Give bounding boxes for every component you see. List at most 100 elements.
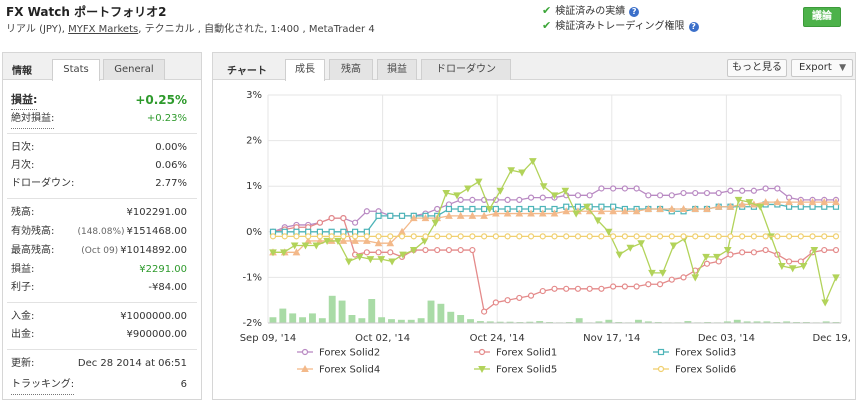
volume-bar	[368, 299, 376, 323]
point	[586, 233, 593, 240]
export-dropdown[interactable]: Export ▼	[791, 59, 853, 77]
point	[610, 283, 617, 290]
volume-bar	[348, 315, 356, 323]
point	[668, 276, 675, 283]
account-details: , テクニカル , 自動化された, 1:400 , MetaTrader 4	[138, 24, 375, 35]
point	[504, 297, 511, 304]
point	[355, 253, 364, 261]
point	[574, 285, 582, 292]
legend-item[interactable]: Forex Solid6	[653, 365, 736, 376]
stat-value: 2.77%	[155, 178, 187, 189]
point	[774, 233, 781, 240]
point	[762, 233, 769, 240]
legend-item[interactable]: Forex Solid3	[653, 348, 736, 359]
point	[645, 281, 652, 288]
legend-item[interactable]: Forex Solid2	[297, 348, 380, 359]
point	[516, 196, 523, 203]
point	[421, 214, 430, 222]
point	[723, 247, 732, 255]
point	[593, 217, 602, 225]
point	[457, 233, 464, 240]
stat-interest: 利子: -¥84.00	[11, 279, 187, 297]
point	[574, 192, 582, 199]
point	[762, 185, 769, 192]
stat-key[interactable]: 損益:	[11, 91, 38, 110]
point	[562, 207, 571, 215]
point	[832, 198, 840, 206]
volume-bar	[289, 313, 297, 323]
stat-key[interactable]: 絶対損益:	[11, 110, 55, 129]
tab-growth[interactable]: 成長	[285, 59, 325, 81]
point	[527, 194, 535, 201]
growth-chart[interactable]: 3% 2% 1% 0% -1% -2% Sep 09, '14 Oct 02, '14 Oct …	[213, 81, 855, 399]
tab-balance[interactable]: 残高	[329, 59, 373, 80]
point	[645, 192, 652, 199]
stat-note: (148.08%)	[77, 227, 125, 237]
point	[561, 187, 570, 195]
point	[539, 183, 548, 191]
point	[832, 274, 840, 282]
point	[481, 205, 488, 213]
broker-link[interactable]: MYFX Markets	[68, 24, 139, 35]
point	[442, 190, 451, 198]
stat-key[interactable]: トラッキング:	[11, 376, 75, 395]
point	[773, 198, 782, 206]
point	[756, 203, 765, 211]
point	[633, 283, 640, 290]
stat-value: ¥1000000.00	[120, 311, 187, 322]
divider	[7, 198, 197, 199]
point	[527, 233, 535, 240]
volume-bar	[476, 321, 484, 323]
tab-general[interactable]: General	[103, 59, 165, 80]
point	[386, 239, 395, 247]
volume-bar	[309, 313, 316, 323]
point	[715, 233, 722, 240]
point	[293, 233, 300, 240]
point	[279, 249, 288, 257]
header: FX Watch ポートフォリオ2 リアル (JPY), MYFX Market…	[0, 0, 857, 48]
point	[572, 210, 580, 218]
point	[610, 185, 617, 192]
point	[551, 233, 558, 240]
point	[669, 242, 678, 250]
point	[375, 233, 382, 240]
chart-label: チャート	[227, 66, 267, 77]
volume-bar	[269, 317, 277, 323]
account-type: リアル (JPY),	[6, 24, 69, 35]
stat-value: -¥84.00	[148, 282, 187, 293]
tab-profit[interactable]: 損益	[377, 59, 417, 80]
volume-bar	[526, 321, 534, 323]
y-tick-label: 2%	[246, 136, 262, 147]
point	[761, 198, 770, 206]
help-icon[interactable]: ?	[629, 7, 640, 17]
legend-item[interactable]: Forex Solid4	[297, 365, 380, 376]
volume-bar	[635, 319, 642, 323]
point	[667, 204, 676, 212]
point	[668, 233, 675, 240]
volume-bar	[328, 295, 336, 323]
point	[485, 206, 494, 214]
point	[539, 194, 546, 201]
point	[692, 189, 699, 197]
legend-item[interactable]: Forex Solid1	[474, 348, 557, 359]
point	[398, 233, 406, 240]
point	[539, 233, 546, 240]
x-tick-label: Oct 02, '14	[355, 333, 410, 344]
point	[312, 242, 321, 250]
tab-drawdown[interactable]: ドローダウン	[421, 59, 511, 80]
legend-item[interactable]: Forex Solid5	[474, 365, 557, 376]
tab-stats[interactable]: Stats	[52, 59, 100, 81]
point	[648, 269, 656, 277]
point	[445, 205, 453, 213]
volume-bar	[723, 321, 731, 323]
point	[551, 285, 558, 292]
more-button[interactable]: もっと見る	[727, 59, 787, 77]
help-icon[interactable]: ?	[688, 22, 699, 32]
stat-value: Dec 28 2014 at 06:51	[77, 358, 187, 369]
stat-daily: 日次: 0.00%	[11, 139, 187, 157]
stat-highest: 最高残高: (Oct 09) ¥1014892.00	[11, 242, 187, 260]
point	[481, 233, 488, 240]
point	[387, 233, 394, 240]
point	[422, 233, 429, 240]
discuss-button[interactable]: 議論	[803, 7, 841, 27]
